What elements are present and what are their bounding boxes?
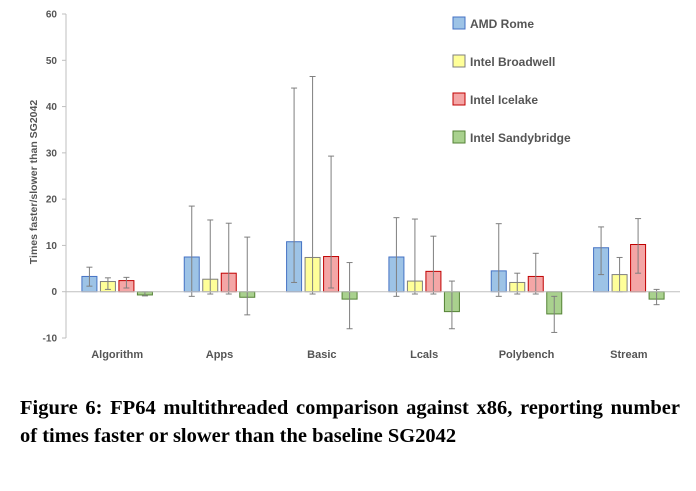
x-tick-label: Apps xyxy=(206,349,234,361)
y-tick-label: -10 xyxy=(43,334,58,345)
y-tick-label: 50 xyxy=(46,56,58,67)
y-tick-label: 60 xyxy=(46,10,58,21)
y-tick-label: 10 xyxy=(46,241,58,252)
legend-label: Intel Sandybridge xyxy=(470,131,571,145)
legend-label: Intel Icelake xyxy=(470,93,538,107)
y-tick-label: 0 xyxy=(51,287,57,298)
legend-label: AMD Rome xyxy=(470,17,534,31)
y-tick-label: 20 xyxy=(46,195,58,206)
legend-swatch xyxy=(452,16,466,30)
x-tick-label: Stream xyxy=(610,349,648,361)
y-tick-label: 40 xyxy=(46,102,58,113)
y-axis-label: Times faster/slower than SG2042 xyxy=(28,100,40,265)
legend-swatch xyxy=(452,54,466,68)
x-tick-label: Basic xyxy=(307,349,336,361)
x-tick-label: Polybench xyxy=(499,349,555,361)
y-tick-label: 30 xyxy=(46,148,58,159)
legend-swatch xyxy=(452,92,466,106)
figure-caption: Figure 6: FP64 multithreaded comparison … xyxy=(20,397,680,447)
x-tick-label: Lcals xyxy=(410,349,438,361)
legend-label: Intel Broadwell xyxy=(470,55,555,69)
legend-swatch xyxy=(452,130,466,144)
chart: Times faster/slower than SG2042 -10 0 10 20… xyxy=(28,10,680,361)
x-tick-label: Algorithm xyxy=(91,349,143,361)
